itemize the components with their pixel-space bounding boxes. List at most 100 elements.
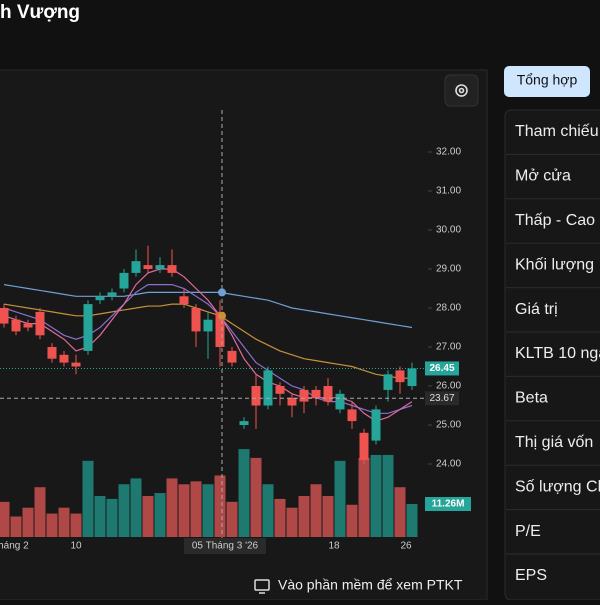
volume-bar [394,487,406,537]
volume-bar [142,495,154,537]
volume-bar [178,484,190,537]
volume-bar [334,460,346,537]
candle-body [275,386,285,394]
volume-bar [202,484,214,537]
info-label: P/E [515,523,541,540]
info-label: Beta [515,390,548,407]
x-tick-label: 18 [328,541,340,552]
candle-body [191,308,201,332]
footer-link[interactable]: Vào phần mềm để xem PTKT [278,577,463,593]
info-label: Mở cửa [515,168,571,185]
info-label: Giá trị [515,301,558,318]
volume-bar [382,454,394,537]
candle-body [287,397,297,406]
candle-body [395,370,405,383]
crosshair-tag [425,391,459,406]
candle-body [167,265,177,273]
candle-body [263,370,273,406]
candle-body [179,296,189,305]
volume-bar [118,484,130,537]
info-label: Thị giá vốn [515,434,593,451]
y-tick-label: 24.00 [436,459,461,470]
candle-body [23,323,33,328]
y-tick-label: 31.00 [436,186,461,197]
candle-body [347,409,357,422]
volume-bar [358,457,370,537]
candle-body [299,389,309,402]
volume-bar [226,501,238,537]
volume-bar [214,475,226,537]
volume-bar [34,487,46,537]
info-label: EPS [515,567,547,584]
y-tick-label: 25.00 [436,420,461,431]
candle-body [155,265,165,269]
candle-body [335,393,345,410]
volume-bar [22,507,34,537]
candle-body [143,265,153,269]
volume-bar [82,460,94,537]
info-label: Khối lượng [515,256,594,273]
volume-bar [190,481,202,537]
volume-bar [406,504,418,537]
candle-body [227,350,237,363]
volume-bar [46,513,58,537]
candle-body [383,374,393,390]
y-tick-label: 32.00 [436,147,461,158]
crosshair-date-tag [184,538,266,554]
gear-icon [455,84,468,97]
y-tick-label: 27.00 [436,342,461,353]
settings-button[interactable] [444,74,479,107]
candle-body [47,347,57,359]
candle-body [35,311,45,336]
candle-body [107,292,117,297]
x-tick-label: 05 Tháng 3 '26 [192,541,259,552]
candle-body [239,421,249,425]
volume-bar [238,449,250,537]
y-tick-label: 30.00 [436,225,461,236]
candle-body [359,432,369,461]
volume-tag [425,497,471,512]
volume-bar [130,478,142,537]
tab-label[interactable]: Tổng hợp [517,72,578,88]
volume-bar [298,495,310,537]
info-label: Tham chiếu [515,123,599,140]
monitor-icon [254,579,270,594]
volume-bar [262,484,274,537]
volume-bar [58,507,70,537]
info-label: Thấp - Cao [515,212,595,229]
volume-bar [370,454,382,537]
candle-body [407,368,417,386]
crosshair-dot [218,288,226,297]
candle-body [83,304,93,351]
volume-bar [106,498,118,537]
info-label: KLTB 10 nga [515,345,600,362]
summary-tab[interactable] [504,66,590,97]
candle-body [203,319,213,332]
candle-body [59,354,69,363]
volume-bar [0,501,10,537]
candle-body [119,272,129,289]
candle-body [323,386,333,402]
volume-bar [274,498,286,537]
y-tick-label: 29.00 [436,264,461,275]
candle-body [251,386,261,406]
candle-body [371,409,381,441]
x-tick-label: Tháng 2 [0,541,29,552]
volume-bar [322,495,334,537]
volume-bar [166,478,178,537]
volume-bar [250,457,262,537]
crosshair-dot [218,311,226,320]
x-tick-label: 26 [400,541,412,552]
candle-body [311,389,321,398]
candle-body [95,296,105,301]
price-tag [425,361,459,376]
y-tick-label: 28.00 [436,303,461,314]
crosshair-tag-label: 23.67 [429,393,454,404]
x-tick-label: 10 [70,541,82,552]
volume-bar [346,504,358,537]
info-label: Số lượng Ch [515,478,600,495]
moving-average [3,284,413,329]
volume-bar [70,513,82,537]
candle-body [131,261,141,273]
